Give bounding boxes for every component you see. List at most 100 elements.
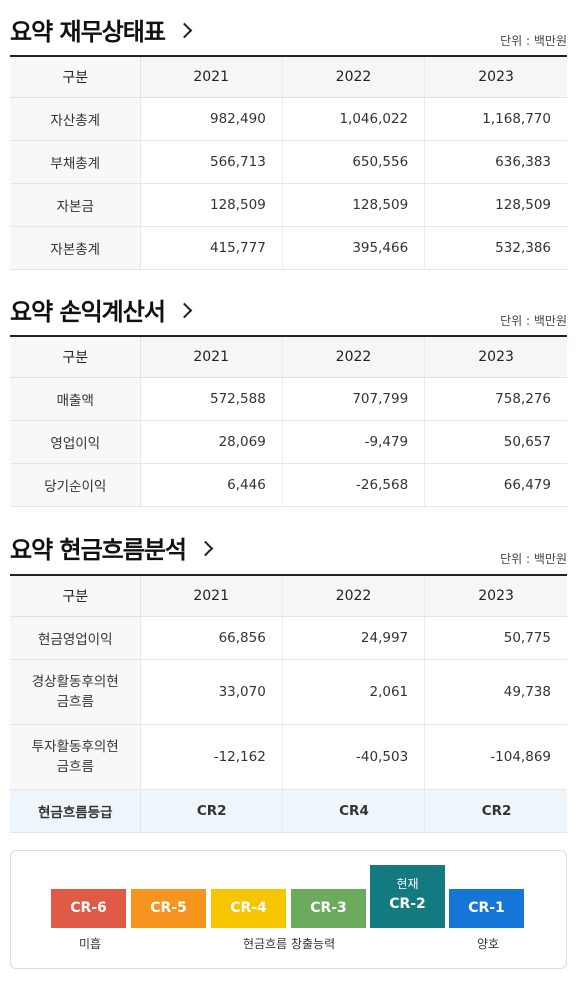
table-header-row: 구분 2021 2022 2023 <box>10 335 567 378</box>
table-cell: 128,509 <box>281 183 425 227</box>
table-cell: 707,799 <box>281 377 425 421</box>
table-cell: 1,168,770 <box>424 97 567 141</box>
table-cell: -9,479 <box>281 420 425 464</box>
grade-code: CR-2 <box>389 896 426 912</box>
row-label-line: 금흐름 <box>56 759 94 775</box>
grade-cell-cr3: CR-3 <box>291 889 366 928</box>
balance-sheet-section: 요약 재무상태표 단위 : 백만원 구분 2021 2022 2023 자산총계… <box>10 12 567 270</box>
table-cell: 6,446 <box>139 463 283 507</box>
balance-sheet-title-link[interactable]: 요약 재무상태표 <box>10 12 193 47</box>
cashflow-table: 구분 2021 2022 2023 현금영업이익 66,856 24,997 5… <box>10 574 567 833</box>
scale-label-low: 미흡 <box>79 937 102 951</box>
row-label: 부채총계 <box>10 140 141 184</box>
table-cell: 566,713 <box>139 140 283 184</box>
table-row: 경상활동후의현 금흐름 33,070 2,061 49,738 <box>10 659 567 725</box>
table-cell: 982,490 <box>139 97 283 141</box>
table-cell: 128,509 <box>139 183 283 227</box>
grade-cell-cr1: CR-1 <box>449 889 524 928</box>
table-row: 매출액 572,588 707,799 758,276 <box>10 377 567 421</box>
table-cell: 66,856 <box>139 616 283 660</box>
table-cell: 1,046,022 <box>281 97 425 141</box>
table-row: 자본금 128,509 128,509 128,509 <box>10 183 567 227</box>
cashflow-header: 요약 현금흐름분석 단위 : 백만원 <box>10 530 567 574</box>
chevron-right-icon <box>176 302 193 319</box>
grade-cell: CR2 <box>424 789 567 833</box>
column-header: 2023 <box>424 574 567 617</box>
grade-cell: CR2 <box>139 789 283 833</box>
table-row: 자본총계 415,777 395,466 532,386 <box>10 226 567 270</box>
cashflow-unit: 단위 : 백만원 <box>500 552 567 566</box>
column-header: 2021 <box>139 55 283 98</box>
table-cell: 24,997 <box>281 616 425 660</box>
table-cell: -12,162 <box>139 724 283 790</box>
table-cell: 128,509 <box>424 183 567 227</box>
row-label: 당기순이익 <box>10 463 141 507</box>
balance-sheet-unit: 단위 : 백만원 <box>500 34 567 48</box>
table-cell: 2,061 <box>281 659 425 725</box>
income-statement-table: 구분 2021 2022 2023 매출액 572,588 707,799 75… <box>10 335 567 507</box>
table-cell: 395,466 <box>281 226 425 270</box>
table-header-row: 구분 2021 2022 2023 <box>10 574 567 617</box>
column-header: 2023 <box>424 335 567 378</box>
row-label: 현금흐름등급 <box>10 789 141 833</box>
table-cell: 66,479 <box>424 463 567 507</box>
column-header: 2022 <box>281 574 425 617</box>
grade-cell: CR4 <box>281 789 425 833</box>
column-header: 2022 <box>281 55 425 98</box>
row-label: 현금영업이익 <box>10 616 141 660</box>
table-cell: -40,503 <box>281 724 425 790</box>
table-cell: -104,869 <box>424 724 567 790</box>
row-label: 영업이익 <box>10 420 141 464</box>
row-label-line: 투자활동후의현 <box>31 739 119 755</box>
table-cell: 28,069 <box>139 420 283 464</box>
column-header: 구분 <box>10 55 141 98</box>
row-label: 자산총계 <box>10 97 141 141</box>
income-statement-title-link[interactable]: 요약 손익계산서 <box>10 292 193 327</box>
income-statement-title: 요약 손익계산서 <box>10 298 166 326</box>
grade-cell-cr4: CR-4 <box>211 889 286 928</box>
table-cell: 650,556 <box>281 140 425 184</box>
column-header: 2023 <box>424 55 567 98</box>
cashflow-grade-scale: CR-6 CR-5 CR-4 CR-3 현재 CR-2 CR-1 미흡 현금흐름… <box>10 850 567 969</box>
income-statement-header: 요약 손익계산서 단위 : 백만원 <box>10 292 567 335</box>
column-header: 구분 <box>10 335 141 378</box>
table-cell: 49,738 <box>424 659 567 725</box>
table-cell: 50,775 <box>424 616 567 660</box>
grade-cell-cr6: CR-6 <box>51 889 126 928</box>
table-row: 투자활동후의현 금흐름 -12,162 -40,503 -104,869 <box>10 724 567 790</box>
income-statement-section: 요약 손익계산서 단위 : 백만원 구분 2021 2022 2023 매출액 … <box>10 292 567 507</box>
table-cell: 532,386 <box>424 226 567 270</box>
cashflow-title-link[interactable]: 요약 현금흐름분석 <box>10 530 214 565</box>
table-row: 현금영업이익 66,856 24,997 50,775 <box>10 616 567 660</box>
table-row: 부채총계 566,713 650,556 636,383 <box>10 140 567 184</box>
table-cell: 415,777 <box>139 226 283 270</box>
row-label: 투자활동후의현 금흐름 <box>10 724 141 790</box>
column-header: 구분 <box>10 574 141 617</box>
table-cell: 636,383 <box>424 140 567 184</box>
grade-cell-cr2-current: 현재 CR-2 <box>370 865 445 928</box>
table-row: 당기순이익 6,446 -26,568 66,479 <box>10 463 567 507</box>
table-cell: 572,588 <box>139 377 283 421</box>
chevron-right-icon <box>176 22 193 39</box>
table-cell: 758,276 <box>424 377 567 421</box>
scale-label-high: 양호 <box>477 937 500 951</box>
column-header: 2022 <box>281 335 425 378</box>
table-row: 자산총계 982,490 1,046,022 1,168,770 <box>10 97 567 141</box>
row-label: 경상활동후의현 금흐름 <box>10 659 141 725</box>
cashflow-title: 요약 현금흐름분석 <box>10 536 187 564</box>
row-label-line: 금흐름 <box>56 694 94 710</box>
balance-sheet-table: 구분 2021 2022 2023 자산총계 982,490 1,046,022… <box>10 55 567 270</box>
cashflow-section: 요약 현금흐름분석 단위 : 백만원 구분 2021 2022 2023 현금영… <box>10 530 567 833</box>
scale-label-middle: 현금흐름 창출능력 <box>243 937 336 951</box>
table-cell: -26,568 <box>281 463 425 507</box>
table-cell: 50,657 <box>424 420 567 464</box>
balance-sheet-title: 요약 재무상태표 <box>10 18 166 46</box>
current-grade-label: 현재 <box>396 877 419 891</box>
table-cell: 33,070 <box>139 659 283 725</box>
row-label: 매출액 <box>10 377 141 421</box>
table-row: 영업이익 28,069 -9,479 50,657 <box>10 420 567 464</box>
balance-sheet-header: 요약 재무상태표 단위 : 백만원 <box>10 12 567 55</box>
chevron-right-icon <box>197 540 214 557</box>
grade-cell-cr5: CR-5 <box>131 889 206 928</box>
row-label: 자본금 <box>10 183 141 227</box>
